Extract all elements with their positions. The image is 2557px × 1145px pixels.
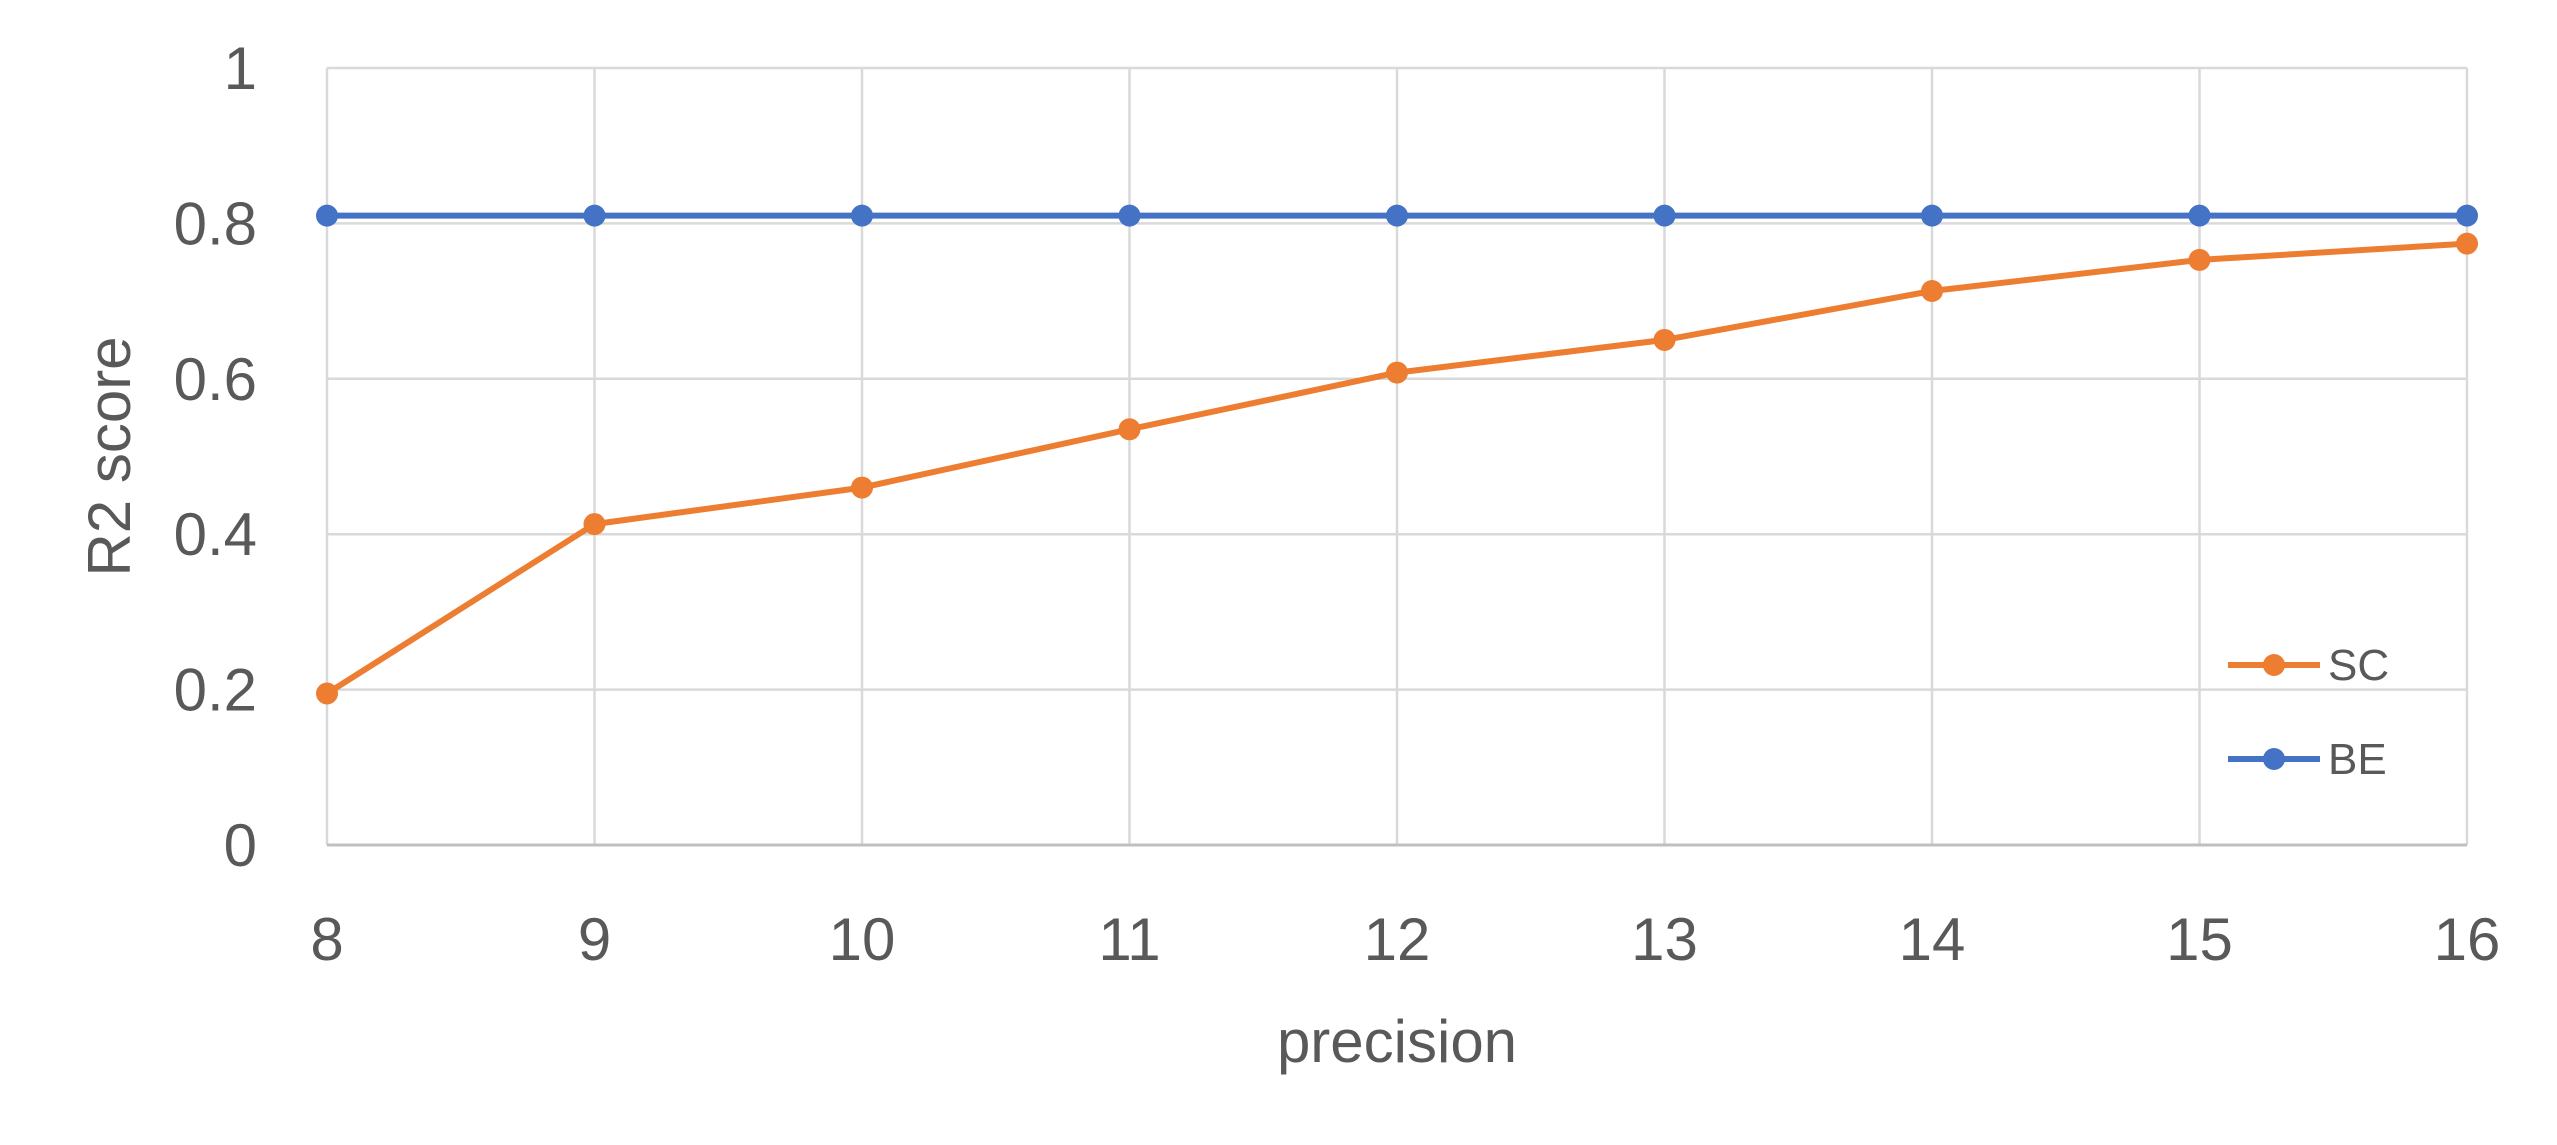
data-point-sc [583, 513, 606, 536]
data-point-be [583, 204, 606, 227]
data-series [316, 204, 2478, 705]
x-tick-label: 13 [1631, 906, 1698, 973]
y-tick-label: 1 [224, 35, 257, 102]
y-tick-label: 0.6 [174, 346, 257, 413]
legend-item-sc: SC [2228, 641, 2389, 690]
data-point-be [1921, 204, 1943, 227]
data-point-be [316, 204, 338, 227]
x-tick-label: 15 [2166, 906, 2233, 973]
data-point-sc [1386, 361, 1408, 384]
series-sc [316, 232, 2478, 705]
data-point-sc [316, 682, 338, 705]
data-point-sc [1118, 418, 1141, 441]
data-point-be [851, 204, 873, 227]
data-point-sc [2456, 232, 2478, 255]
y-tick-label: 0.4 [174, 501, 257, 568]
y-tick-label: 0.2 [174, 657, 257, 724]
x-tick-label: 12 [1364, 906, 1431, 973]
x-tick-label: 14 [1899, 906, 1966, 973]
data-point-sc [851, 476, 873, 499]
data-point-be [1653, 204, 1676, 227]
x-tick-label: 10 [829, 906, 896, 973]
tick-labels: 0 0.2 0.4 0.6 0.8 1 8 9 10 11 12 13 14 15 16 [174, 35, 2501, 973]
data-point-be [2188, 204, 2211, 227]
gridlines [325, 66, 2469, 845]
y-axis-title: R2 score [76, 336, 143, 576]
data-point-sc [1653, 328, 1676, 351]
y-tick-label: 0.8 [174, 190, 257, 257]
x-axis-title: precision [1277, 1008, 1517, 1075]
x-tick-label: 16 [2434, 906, 2501, 973]
y-tick-label: 0 [224, 812, 257, 879]
x-tick-label: 8 [310, 906, 343, 973]
legend-label: SC [2328, 641, 2389, 690]
legend-label: BE [2328, 735, 2387, 784]
data-point-be [1386, 204, 1408, 227]
data-point-sc [1921, 279, 1943, 302]
x-tick-label: 11 [1098, 906, 1160, 973]
legend: SC BE [2228, 641, 2389, 784]
data-point-sc [2188, 248, 2211, 271]
data-point-be [2456, 204, 2478, 227]
legend-marker [2263, 748, 2285, 770]
data-point-be [1118, 204, 1141, 227]
series-be [316, 204, 2478, 227]
x-tick-label: 9 [578, 906, 611, 973]
legend-marker [2263, 654, 2285, 676]
legend-item-be: BE [2228, 735, 2387, 784]
